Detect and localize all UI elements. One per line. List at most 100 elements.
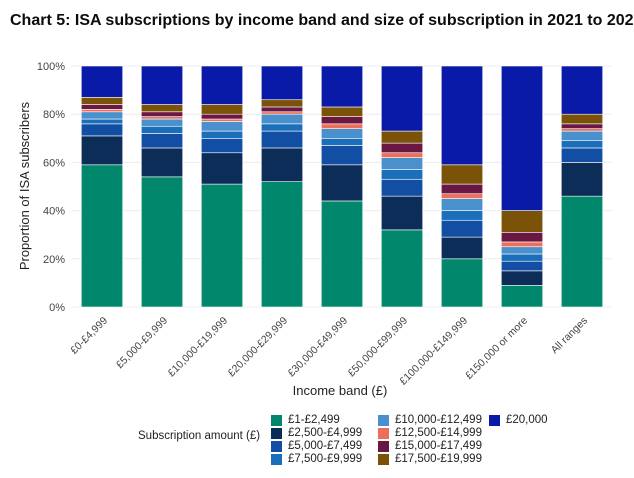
- bar-stack: [81, 65, 124, 308]
- x-axis-ticks: £0-£4,999 £5,000-£9,999£10,000-£19,999£20…: [68, 315, 590, 388]
- bar-segment: [320, 138, 363, 146]
- legend-item: £10,000-£12,499: [378, 414, 482, 426]
- legend-item: £5,000-£7,499: [271, 440, 362, 452]
- x-tick-label: £100,000-£149,999: [397, 315, 470, 388]
- chart-title: Chart 5: ISA subscriptions by income ban…: [10, 12, 634, 29]
- legend: Subscription amount (£) £1-£2,499 £2,500-…: [0, 406, 634, 476]
- bar-segment: [560, 147, 603, 163]
- bar-segment: [440, 198, 483, 211]
- bar-segment: [260, 65, 303, 101]
- y-tick-label: 20%: [43, 254, 65, 266]
- legend-label: £15,000-£17,499: [395, 440, 482, 452]
- bar-segment: [141, 65, 184, 105]
- bar-segment: [560, 162, 603, 197]
- bar-segment: [141, 111, 184, 117]
- bar-segment: [81, 111, 124, 120]
- legend-title: Subscription amount (£): [138, 430, 261, 442]
- bar-segment: [320, 65, 363, 108]
- bar-segment: [81, 65, 124, 98]
- legend-label: £10,000-£12,499: [395, 414, 482, 426]
- bar-segment: [201, 152, 244, 185]
- bar-segment: [380, 152, 423, 158]
- legend-item: £20,000: [489, 414, 548, 426]
- bar-segment: [560, 113, 603, 125]
- bar-segment: [440, 210, 483, 221]
- x-tick-label: £0-£4,999: [68, 315, 110, 357]
- bar-segment: [81, 104, 124, 110]
- bar-stack: [201, 65, 244, 308]
- bar-segment: [201, 104, 244, 115]
- bar-segment: [380, 142, 423, 154]
- bar-segment: [440, 258, 483, 308]
- legend-swatch: [271, 414, 282, 426]
- legend-swatch: [378, 427, 389, 439]
- legend-label: £5,000-£7,499: [288, 440, 363, 452]
- bar-stack: [141, 65, 184, 308]
- bar-segment: [320, 116, 363, 125]
- bar-segment: [560, 130, 603, 142]
- legend-swatch: [378, 453, 389, 465]
- bar-segment: [560, 123, 603, 129]
- bar-segment: [440, 183, 483, 195]
- bar-segment: [320, 123, 363, 129]
- bar-segment: [260, 181, 303, 308]
- bar-segment: [141, 104, 184, 113]
- bar-segment: [380, 130, 423, 144]
- bar-segment: [81, 118, 124, 125]
- bar-segment: [201, 121, 244, 132]
- bar-segment: [380, 157, 423, 170]
- y-axis-ticks: 0% 20% 40% 60% 80% 100%: [37, 61, 65, 314]
- bar-segment: [81, 123, 124, 137]
- legend-item: £15,000-£17,499: [378, 440, 482, 452]
- legend-label: £1-£2,499: [288, 414, 340, 426]
- bar-segment: [500, 241, 543, 248]
- legend-label: £12,500-£14,999: [395, 427, 482, 439]
- legend-swatch: [271, 427, 282, 439]
- bar-segment: [500, 253, 543, 262]
- bar-stack: [320, 65, 363, 308]
- bar-segment: [260, 113, 303, 125]
- bar-segment: [440, 219, 483, 238]
- bar-segment: [500, 270, 543, 286]
- bar-segment: [201, 118, 244, 122]
- legend-label: £7,500-£9,999: [288, 453, 363, 465]
- bar-segment: [81, 97, 124, 105]
- bar-segment: [380, 169, 423, 180]
- x-tick-label: £10,000-£19,999: [165, 315, 230, 380]
- bar-segment: [260, 111, 303, 115]
- bar-segment: [440, 164, 483, 185]
- bar-segment: [320, 106, 363, 117]
- x-tick-label: £5,000-£9,999: [114, 315, 170, 371]
- legend-swatch: [271, 453, 282, 465]
- x-tick-label: £50,000-£99,999: [345, 315, 410, 380]
- legend-item: £1-£2,499: [271, 414, 340, 426]
- bar-segment: [440, 65, 483, 166]
- legend-item: £2,500-£4,999: [271, 427, 362, 439]
- y-tick-label: 60%: [43, 157, 65, 169]
- bar-segment: [440, 193, 483, 199]
- y-tick-label: 0%: [49, 302, 65, 314]
- bar-segment: [560, 65, 603, 115]
- bar-segment: [260, 147, 303, 182]
- bar-stack: [500, 65, 543, 308]
- y-tick-label: 40%: [43, 206, 65, 218]
- y-tick-label: 100%: [37, 61, 65, 73]
- bar-segment: [560, 195, 603, 308]
- stacked-bar-chart: 0% 20% 40% 60% 80% 100% £0-£4,999 £5,000-£9,99…: [17, 61, 612, 398]
- bar-segment: [201, 130, 244, 139]
- bars: [81, 65, 603, 308]
- bar-segment: [380, 195, 423, 231]
- legend-item: £7,500-£9,999: [271, 453, 362, 465]
- bar-segment: [380, 178, 423, 197]
- x-tick-label: £150,000 or more: [463, 315, 530, 382]
- y-tick-label: 80%: [43, 109, 65, 121]
- bar-stack: [560, 65, 603, 308]
- y-axis-title: Proportion of ISA subscribers: [17, 101, 32, 270]
- bar-segment: [260, 130, 303, 149]
- legend-item: £17,500-£19,999: [378, 453, 482, 465]
- x-tick-label: £30,000-£49,999: [285, 315, 350, 380]
- bar-segment: [560, 128, 603, 132]
- bar-segment: [141, 116, 184, 120]
- bar-segment: [260, 99, 303, 108]
- bar-stack: [260, 65, 303, 308]
